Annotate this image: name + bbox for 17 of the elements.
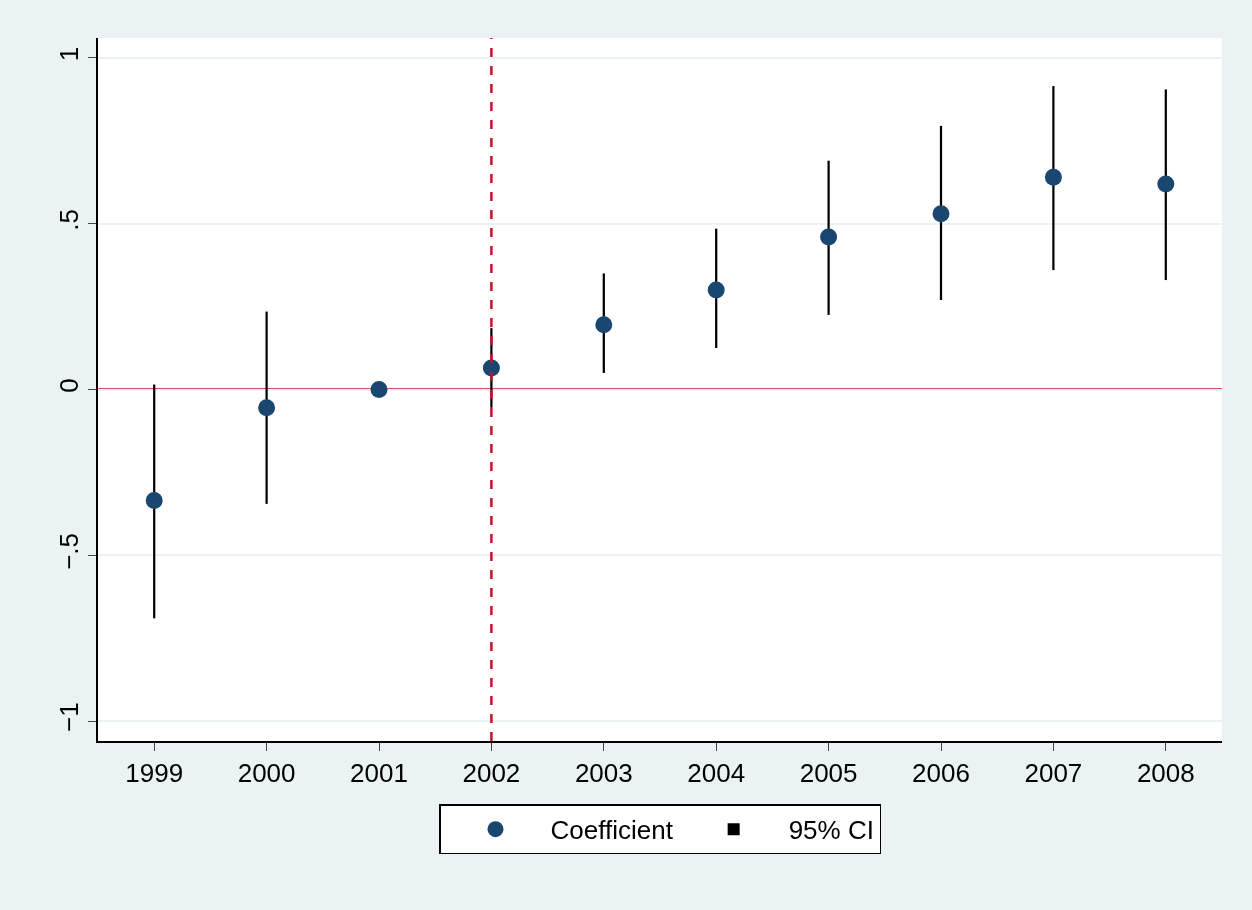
x-tick-label: 2001 [350,757,408,788]
x-tick-label: 2005 [799,757,858,788]
x-tick-label: 2007 [1024,757,1083,788]
x-tick-label: 2004 [687,757,746,788]
x-tick-label: 2006 [912,757,970,788]
y-tick-label: .5 [53,208,84,231]
y-tick-label: 0 [53,378,84,393]
y-tick-label: 1 [53,46,84,62]
x-tick-label: 2008 [1136,757,1195,788]
legend-label: Coefficient [550,815,674,846]
x-tick-label: 2003 [574,757,633,788]
y-tick-label: −1 [53,702,84,733]
legend-label: 95% CI [788,815,874,846]
y-tick-label: −.5 [53,532,84,570]
x-tick-label: 2002 [462,757,521,788]
x-tick-label: 1999 [125,757,184,788]
x-tick-label: 2000 [237,757,296,788]
